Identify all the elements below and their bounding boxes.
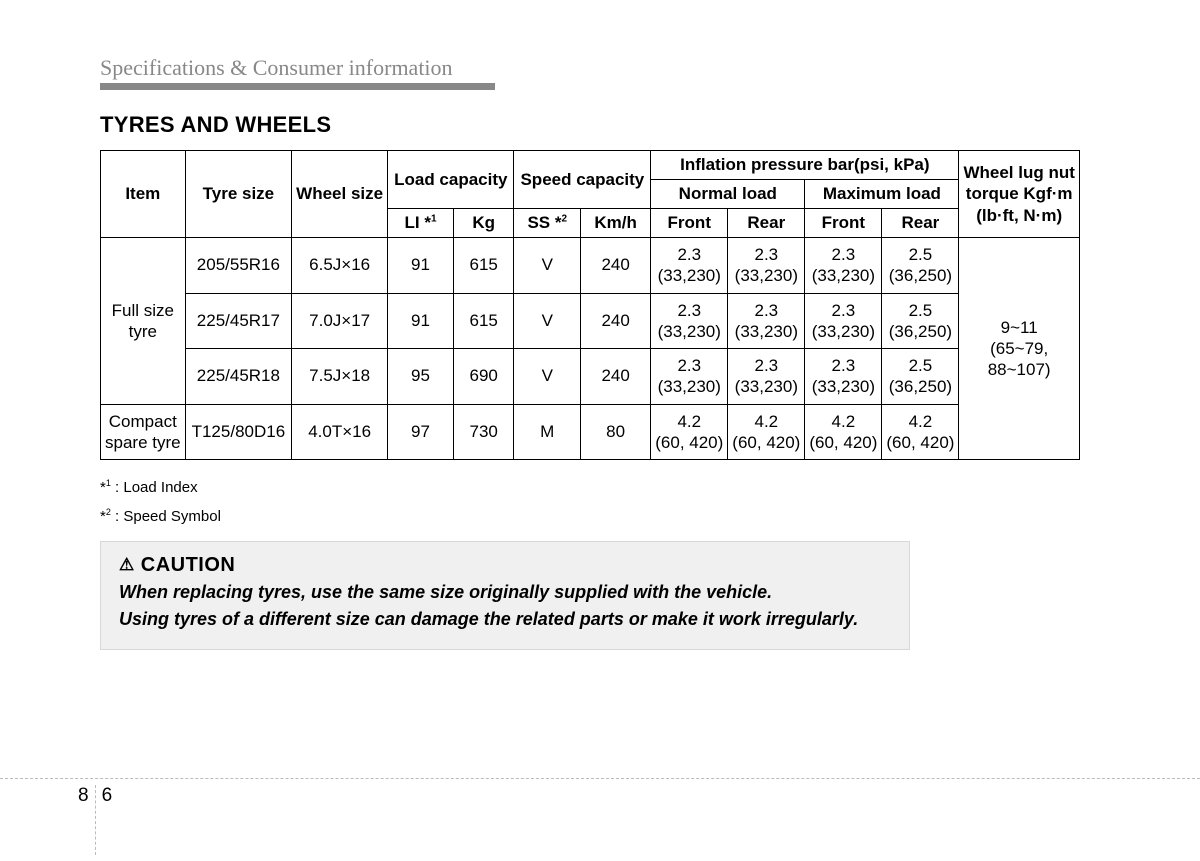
cell-wheel: 4.0T×16 bbox=[292, 404, 388, 460]
lug-nut-l1: Wheel lug nut bbox=[963, 163, 1074, 182]
footnote-1: *1 : Load Index bbox=[100, 474, 1110, 503]
group-compact-spare: Compact spare tyre bbox=[101, 404, 186, 460]
col-li-sup: 1 bbox=[431, 213, 437, 224]
caution-title: ⚠ CAUTION bbox=[119, 554, 891, 577]
col-inflation: Inflation pressure bar(psi, kPa) bbox=[651, 151, 959, 180]
col-tyre-size: Tyre size bbox=[185, 151, 292, 238]
cell-ss: V bbox=[514, 349, 581, 405]
table-row: Compact spare tyre T125/80D16 4.0T×16 97… bbox=[101, 404, 1080, 460]
caution-line1: When replacing tyres, use the same size … bbox=[119, 582, 772, 602]
cell-kmh: 240 bbox=[581, 238, 651, 294]
col-lug-nut: Wheel lug nut torque Kgf·m (lb·ft, N·m) bbox=[959, 151, 1079, 238]
cell-mr: 2.5(36,250) bbox=[882, 293, 959, 349]
col-ss-sup: 2 bbox=[561, 213, 567, 224]
col-normal-rear: Rear bbox=[728, 209, 805, 238]
group-label-l1: Full size bbox=[112, 301, 174, 320]
page-page-number: 6 bbox=[102, 785, 113, 807]
caution-body: When replacing tyres, use the same size … bbox=[119, 579, 891, 633]
footnote-2: *2 : Speed Symbol bbox=[100, 503, 1110, 532]
group-full-size: Full size tyre bbox=[101, 238, 186, 405]
cell-nr: 2.3(33,230) bbox=[728, 349, 805, 405]
cell-li: 95 bbox=[388, 349, 454, 405]
cell-kg: 615 bbox=[453, 238, 514, 294]
cell-wheel: 6.5J×16 bbox=[292, 238, 388, 294]
table-row: 225/45R18 7.5J×18 95 690 V 240 2.3(33,23… bbox=[101, 349, 1080, 405]
cell-kg: 615 bbox=[453, 293, 514, 349]
page-title: TYRES AND WHEELS bbox=[100, 112, 1110, 138]
cell-kg: 690 bbox=[453, 349, 514, 405]
col-speed-capacity: Speed capacity bbox=[514, 151, 651, 209]
cell-nr: 2.3(33,230) bbox=[728, 293, 805, 349]
cell-nf: 2.3(33,230) bbox=[651, 293, 728, 349]
cell-tyre: 225/45R17 bbox=[185, 293, 292, 349]
cell-kg: 730 bbox=[453, 404, 514, 460]
cell-kmh: 240 bbox=[581, 349, 651, 405]
cell-wheel: 7.0J×17 bbox=[292, 293, 388, 349]
cell-li: 97 bbox=[388, 404, 454, 460]
page-footer: 8 6 bbox=[0, 778, 1200, 779]
col-li-label: LI * bbox=[405, 213, 431, 232]
col-load-capacity: Load capacity bbox=[388, 151, 514, 209]
cell-mr: 4.2(60, 420) bbox=[882, 404, 959, 460]
cell-mf: 2.3(33,230) bbox=[805, 238, 882, 294]
col-normal-load: Normal load bbox=[651, 180, 805, 209]
col-kg: Kg bbox=[453, 209, 514, 238]
cell-ss: V bbox=[514, 238, 581, 294]
col-kmh: Km/h bbox=[581, 209, 651, 238]
cell-lug-value: 9~11 (65~79, 88~107) bbox=[959, 238, 1079, 460]
table-row: 225/45R17 7.0J×17 91 615 V 240 2.3(33,23… bbox=[101, 293, 1080, 349]
caution-title-text: CAUTION bbox=[141, 554, 236, 576]
cell-li: 91 bbox=[388, 238, 454, 294]
col-normal-front: Front bbox=[651, 209, 728, 238]
cell-tyre: T125/80D16 bbox=[185, 404, 292, 460]
cell-mf: 4.2(60, 420) bbox=[805, 404, 882, 460]
section-header-rule bbox=[100, 84, 495, 90]
cell-ss: M bbox=[514, 404, 581, 460]
cell-ss: V bbox=[514, 293, 581, 349]
col-wheel-size-label: Wheel size bbox=[296, 184, 383, 203]
cell-kmh: 240 bbox=[581, 293, 651, 349]
cell-mr: 2.5(36,250) bbox=[882, 349, 959, 405]
col-item: Item bbox=[101, 151, 186, 238]
page-section-number: 8 bbox=[78, 785, 89, 807]
caution-icon: ⚠ bbox=[119, 555, 135, 575]
col-max-front: Front bbox=[805, 209, 882, 238]
page-number-divider bbox=[95, 785, 96, 855]
cell-kmh: 80 bbox=[581, 404, 651, 460]
cell-nf: 2.3(33,230) bbox=[651, 238, 728, 294]
cell-nf: 4.2(60, 420) bbox=[651, 404, 728, 460]
caution-line2: Using tyres of a different size can dama… bbox=[119, 609, 858, 629]
page-number: 8 6 bbox=[78, 785, 112, 855]
lug-nut-l3: (lb·ft, N·m) bbox=[976, 206, 1062, 225]
cell-li: 91 bbox=[388, 293, 454, 349]
table-row: Full size tyre 205/55R16 6.5J×16 91 615 … bbox=[101, 238, 1080, 294]
col-ss-label: SS * bbox=[527, 213, 561, 232]
cell-mf: 2.3(33,230) bbox=[805, 349, 882, 405]
col-li: LI *1 bbox=[388, 209, 454, 238]
tyres-wheels-table: Item Tyre size Wheel size Load capacity … bbox=[100, 150, 1080, 460]
caution-box: ⚠ CAUTION When replacing tyres, use the s… bbox=[100, 541, 910, 650]
cell-mf: 2.3(33,230) bbox=[805, 293, 882, 349]
lug-nut-l2: torque Kgf·m bbox=[966, 184, 1073, 203]
cell-mr: 2.5(36,250) bbox=[882, 238, 959, 294]
cell-tyre: 225/45R18 bbox=[185, 349, 292, 405]
cell-nf: 2.3(33,230) bbox=[651, 349, 728, 405]
cell-wheel: 7.5J×18 bbox=[292, 349, 388, 405]
footnotes: *1 : Load Index *2 : Speed Symbol bbox=[100, 474, 1110, 531]
col-wheel-size: Wheel size bbox=[292, 151, 388, 238]
col-ss: SS *2 bbox=[514, 209, 581, 238]
col-maximum-load: Maximum load bbox=[805, 180, 959, 209]
cell-tyre: 205/55R16 bbox=[185, 238, 292, 294]
col-max-rear: Rear bbox=[882, 209, 959, 238]
cell-nr: 2.3(33,230) bbox=[728, 238, 805, 294]
cell-nr: 4.2(60, 420) bbox=[728, 404, 805, 460]
group-label-l2: tyre bbox=[129, 322, 157, 341]
section-header: Specifications & Consumer information bbox=[100, 55, 495, 84]
